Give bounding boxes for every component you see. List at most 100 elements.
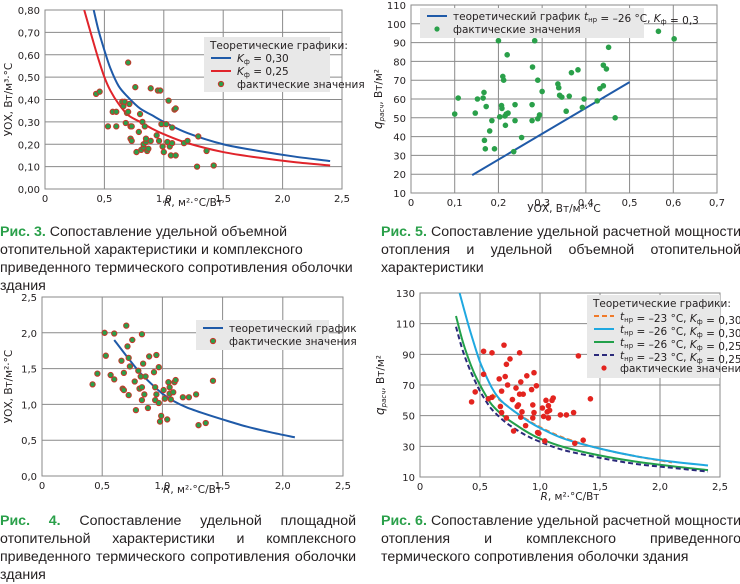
- y-tick-label: 0,00: [18, 185, 40, 196]
- data-point: [531, 37, 538, 44]
- data-point: [122, 119, 129, 127]
- legend-label: фактические значения: [237, 79, 365, 91]
- data-point: [518, 134, 525, 141]
- data-point: [579, 104, 586, 111]
- data-point: [482, 146, 489, 152]
- data-point: [172, 376, 179, 384]
- data-point: [503, 361, 510, 368]
- legend-text-part: t: [620, 311, 625, 323]
- data-point: [210, 162, 217, 169]
- data-point: [89, 381, 96, 388]
- legend-text-part: K: [237, 53, 245, 65]
- legend-text-part: K: [654, 13, 662, 25]
- data-point: [160, 386, 167, 394]
- data-point: [600, 62, 607, 68]
- data-point: [498, 388, 505, 394]
- data-point: [153, 351, 160, 359]
- data-point: [539, 88, 545, 95]
- x-tick-label: 2,5: [712, 482, 728, 493]
- data-point: [125, 354, 132, 362]
- data-point: [481, 137, 488, 144]
- legend-label: tнр = –26 °C, Kф = 0,25: [620, 337, 740, 353]
- caption-fig5-text: Сопоставление удельной расчетной мощност…: [381, 224, 740, 276]
- plot-frame: [410, 4, 718, 194]
- data-point: [468, 399, 475, 405]
- data-point: [156, 418, 164, 425]
- plot-frame: [419, 292, 721, 478]
- x-tick-label: 0,5: [622, 198, 638, 209]
- data-point: [580, 437, 586, 443]
- legend-text-part: t: [584, 11, 589, 23]
- x-tick-label: 0,5: [94, 481, 110, 492]
- ylabel-rest: , Вт/м²: [373, 69, 385, 105]
- data-point: [111, 376, 118, 383]
- xlabel-r: R: [163, 484, 170, 496]
- data-point: [531, 369, 537, 376]
- data-point: [138, 384, 146, 391]
- data-point: [581, 96, 587, 102]
- legend-label: фактические значения: [229, 336, 357, 348]
- y-tick-label: 70: [402, 381, 415, 392]
- legend-text-part: нр: [624, 329, 634, 337]
- data-point: [520, 391, 526, 397]
- data-point: [545, 402, 552, 409]
- legend-swatch-point: [209, 337, 217, 345]
- legend-text-part: K: [237, 66, 245, 78]
- data-point: [496, 114, 503, 120]
- data-point: [516, 350, 523, 356]
- x-tick-label: 0,7: [709, 198, 725, 209]
- data-point: [172, 105, 179, 112]
- data-point: [142, 373, 149, 380]
- data-point: [131, 378, 138, 385]
- data-point: [96, 88, 103, 95]
- data-point: [542, 438, 548, 444]
- y-tick-label: 30: [402, 442, 415, 453]
- legend-text-part: K: [690, 352, 698, 364]
- data-point: [483, 103, 489, 110]
- data-point: [557, 412, 564, 418]
- data-point: [185, 394, 193, 401]
- legend: теоретический график tнр = –26 °C, Kф = …: [420, 8, 699, 38]
- data-point: [536, 430, 542, 437]
- legend-title: Теоретические графики:: [592, 298, 731, 310]
- data-point: [145, 145, 152, 152]
- data-point: [209, 377, 217, 384]
- legend-swatch-point: [601, 365, 607, 371]
- data-point: [572, 440, 578, 447]
- y-tick-label: 20: [393, 170, 406, 181]
- legend-text-part: K: [690, 326, 698, 338]
- data-point: [529, 64, 536, 70]
- ylabel-sub: расч: [378, 105, 386, 123]
- data-point: [155, 364, 162, 371]
- figure-3: 0 0,5 1,0 1,5 2,0 2,5 0,00 0,10 0,20 0,30 0,40 0,50…: [0, 0, 370, 294]
- data-point: [504, 52, 510, 58]
- ylabel-sub: расч: [380, 391, 388, 409]
- data-point: [170, 389, 177, 396]
- data-point: [486, 128, 493, 134]
- legend-text-part: ф: [697, 357, 703, 365]
- x-tick-label: 0: [417, 482, 423, 493]
- data-point: [605, 44, 612, 51]
- data-point: [165, 97, 172, 104]
- y-tick-label: 0,30: [18, 118, 40, 129]
- data-point: [184, 137, 191, 145]
- data-point: [531, 409, 537, 416]
- chart-fig3: 0 0,5 1,0 1,5 2,0 2,5 0,00 0,10 0,20 0,30 0,40 0,50…: [3, 6, 365, 209]
- figure-6: 0 0,5 1,0 1,5 2,0 2,5 10 30 50 70 90 110 130 R, м²·°C…: [370, 280, 740, 569]
- data-point: [507, 356, 513, 362]
- data-point: [505, 110, 511, 116]
- data-point: [528, 386, 535, 393]
- data-point: [168, 124, 176, 131]
- legend-label: фактические значения: [620, 363, 740, 375]
- data-point: [500, 77, 507, 83]
- ylabel-q: q: [373, 407, 387, 415]
- data-point: [136, 110, 144, 118]
- y-tick-label: 100: [387, 20, 406, 31]
- data-point: [480, 348, 487, 355]
- data-point: [153, 391, 160, 398]
- data-point: [164, 416, 171, 423]
- legend-text-part: = –26 °C,: [597, 13, 654, 25]
- legend-text-part: = 0,30: [703, 328, 740, 340]
- figure-4: 0 0,5 1,0 1,5 2,0 2,5 0,0 0,5 1,0 1,5 2,0 2,5 R, м²·…: [0, 280, 370, 583]
- data-point: [166, 384, 173, 391]
